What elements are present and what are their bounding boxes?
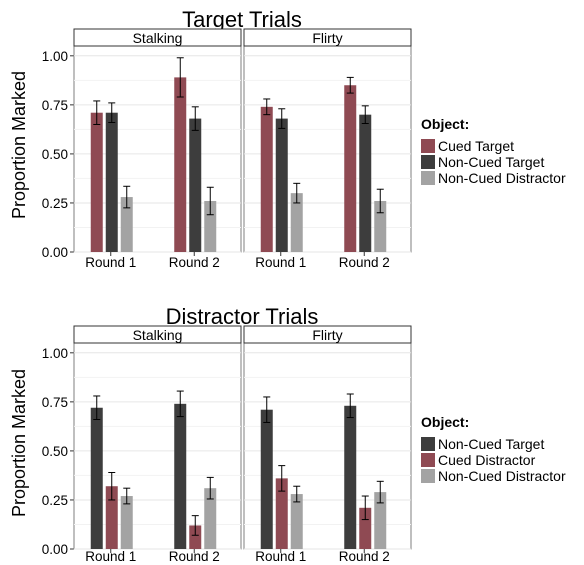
legend-title: Object: — [421, 414, 469, 430]
legend-swatch — [421, 171, 435, 185]
x-tick-label: Round 1 — [255, 549, 306, 564]
bar-non-cued-target-round-2 — [174, 404, 186, 549]
facet-label: Stalking — [133, 30, 183, 46]
facet-label: Flirty — [312, 30, 342, 46]
y-tick-label: 1.00 — [42, 49, 68, 64]
legend-entry: Non-Cued Target — [438, 154, 544, 170]
x-tick-label: Round 2 — [339, 255, 390, 270]
facet-flirty: Flirty Round 1 Round 2 — [244, 29, 411, 270]
y-tick-label: 0.00 — [42, 542, 68, 557]
bar-non-cued-target-round-1 — [91, 408, 103, 549]
x-tick-label: Round 1 — [85, 549, 136, 564]
legend-swatch — [421, 139, 435, 153]
legend-entry: Non-Cued Target — [438, 436, 544, 452]
chart-distractor-trials: Distractor Trials Proportion Marked 0.00 0.… — [9, 304, 566, 564]
x-tick-label: Round 1 — [255, 255, 306, 270]
bar-cued-target-round-2 — [344, 85, 356, 252]
y-tick-label: 0.25 — [42, 493, 68, 508]
legend-entry: Non-Cued Distractor — [438, 170, 566, 186]
bar-non-cued-target-round-1 — [106, 113, 118, 252]
legend-entry: Non-Cued Distractor — [438, 468, 566, 484]
bar-non-cued-target-round-2 — [359, 115, 371, 252]
bar-non-cued-target-round-2 — [344, 406, 356, 549]
bar-non-cued-target-round-1 — [261, 410, 273, 549]
bar-cued-target-round-2 — [174, 77, 186, 252]
y-axis-label: Proportion Marked — [9, 369, 29, 517]
y-axis-label: Proportion Marked — [9, 71, 29, 219]
chart-title: Target Trials — [182, 7, 302, 32]
y-tick-label: 1.00 — [42, 346, 68, 361]
y-tick-label: 0.75 — [42, 395, 68, 410]
y-tick-label: 0.50 — [42, 147, 68, 162]
y-tick-label: 0.25 — [42, 196, 68, 211]
y-tick-label: 0.00 — [42, 245, 68, 260]
legend-swatch — [421, 437, 435, 451]
legend-swatch — [421, 453, 435, 467]
legend-entry: Cued Target — [438, 138, 514, 154]
legend-entry: Cued Distractor — [438, 452, 536, 468]
x-tick-label: Round 2 — [169, 549, 220, 564]
legend-swatch — [421, 155, 435, 169]
bar-cued-target-round-1 — [91, 113, 103, 252]
bar-non-cued-target-round-1 — [276, 119, 288, 252]
facet-stalking: Stalking Round 1 Round 2 — [74, 326, 241, 564]
facet-flirty: Flirty Round 1 Round 2 — [244, 326, 411, 564]
facet-label: Flirty — [312, 327, 342, 343]
x-tick-label: Round 1 — [85, 255, 136, 270]
bar-cued-target-round-1 — [261, 107, 273, 252]
legend-swatch — [421, 469, 435, 483]
chart-title: Distractor Trials — [166, 304, 319, 329]
y-tick-label: 0.75 — [42, 98, 68, 113]
x-tick-label: Round 2 — [169, 255, 220, 270]
facet-stalking: Stalking Round 1 Round 2 — [74, 29, 241, 270]
y-tick-label: 0.50 — [42, 444, 68, 459]
legend-title: Object: — [421, 116, 469, 132]
chart-target-trials: Target Trials Proportion Marked 0.00 0.25 0.… — [9, 7, 566, 270]
bar-non-cued-target-round-2 — [189, 119, 201, 252]
facet-label: Stalking — [133, 327, 183, 343]
x-tick-label: Round 2 — [339, 549, 390, 564]
